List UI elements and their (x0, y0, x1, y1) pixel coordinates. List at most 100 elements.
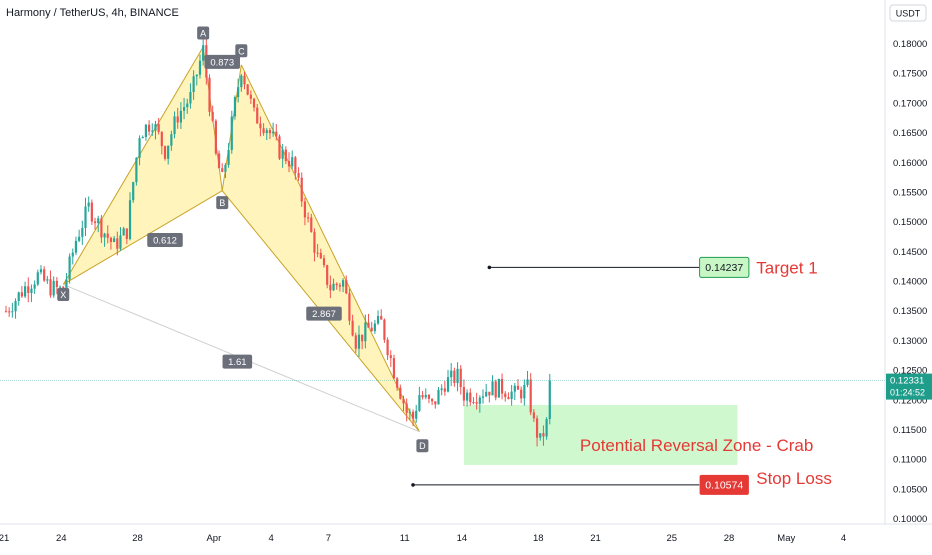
candle (491, 375, 494, 396)
candle (411, 409, 415, 427)
candle (326, 264, 329, 289)
candle (357, 325, 361, 358)
candle (163, 145, 167, 161)
candle (243, 71, 246, 90)
candle (39, 265, 43, 275)
currency-button[interactable]: USDT (889, 4, 927, 22)
candle (49, 270, 52, 298)
candle (405, 398, 408, 422)
pattern-leg-cd (240, 64, 420, 432)
y-tick-label: 0.12500 (893, 366, 927, 377)
candle (510, 384, 513, 406)
candle (30, 284, 33, 303)
candle (148, 120, 151, 136)
candle (294, 155, 297, 180)
y-tick-label: 0.13000 (893, 336, 927, 347)
candle (367, 313, 370, 328)
candle (440, 384, 443, 396)
candle (217, 150, 221, 169)
svg-text:1.61: 1.61 (228, 357, 247, 368)
y-tick-label: 0.13500 (893, 306, 927, 317)
candle (144, 123, 148, 141)
candle (109, 236, 113, 250)
candle (195, 74, 198, 86)
candle (364, 314, 367, 349)
candle (23, 281, 27, 299)
candle (275, 124, 278, 141)
candle (103, 232, 106, 247)
candle (36, 269, 39, 287)
x-tick-label: 18 (533, 533, 544, 544)
candle (208, 74, 211, 117)
reversal-zone (463, 405, 738, 465)
candle (233, 95, 237, 120)
candle (78, 229, 81, 243)
candle (116, 231, 119, 256)
candle (186, 98, 189, 114)
x-tick-label: 25 (667, 533, 678, 544)
candle (81, 220, 84, 245)
y-tick-label: 0.11500 (893, 425, 927, 436)
candle (370, 321, 373, 332)
candle (542, 425, 545, 446)
candle (87, 196, 90, 212)
svg-text:A: A (200, 28, 206, 38)
x-tick-label: 28 (724, 533, 735, 544)
candle (278, 134, 281, 161)
candle (338, 282, 341, 292)
target-line-dot (487, 265, 492, 270)
candle (74, 236, 78, 256)
currency-label: USDT (896, 9, 921, 19)
candle (33, 280, 36, 294)
y-tick-label: 0.17500 (893, 69, 927, 80)
candle (249, 90, 252, 105)
svg-text:X: X (60, 290, 66, 300)
svg-text:2.867: 2.867 (312, 309, 336, 320)
svg-text:D: D (419, 441, 426, 451)
target-value-box: 0.14237 (699, 256, 750, 278)
candle (138, 135, 141, 166)
candle (450, 363, 453, 386)
candle (431, 398, 434, 406)
candle (497, 378, 500, 398)
candle (345, 275, 348, 295)
candle (500, 373, 504, 400)
candle (424, 388, 427, 400)
candle (415, 404, 418, 423)
candle (97, 215, 100, 233)
y-tick-label: 0.17000 (893, 98, 927, 109)
current-price-countdown: 01:24:52 (890, 388, 925, 398)
candle (472, 397, 475, 405)
y-tick-label: 0.11000 (893, 455, 927, 466)
candle (361, 334, 364, 350)
x-tick-label: 21 (590, 533, 601, 544)
target-label: Target 1 (756, 258, 817, 277)
stop-loss-line-dot (411, 483, 415, 487)
x-tick-label: May (777, 533, 795, 544)
pattern-point-x: X (57, 287, 70, 301)
ratio-label: 1.61 (222, 354, 253, 369)
candle (446, 369, 450, 393)
x-tick-label: 4 (841, 533, 846, 544)
x-tick-label: Apr (206, 533, 221, 544)
x-tick-label: 7 (326, 533, 331, 544)
candle (389, 350, 392, 368)
candle (310, 213, 313, 233)
svg-text:0.14237: 0.14237 (705, 262, 743, 274)
candle (265, 127, 268, 141)
candle (224, 163, 227, 179)
stop-loss-value-box: 0.10574 (699, 474, 749, 495)
candle (221, 163, 224, 173)
candle (259, 116, 262, 137)
candle (332, 278, 335, 291)
candle (485, 383, 488, 398)
candle (246, 84, 249, 96)
candle (291, 150, 294, 169)
candle (128, 192, 132, 241)
candle (122, 226, 125, 236)
candle (119, 227, 122, 251)
candle (545, 417, 548, 440)
candle (170, 130, 173, 151)
